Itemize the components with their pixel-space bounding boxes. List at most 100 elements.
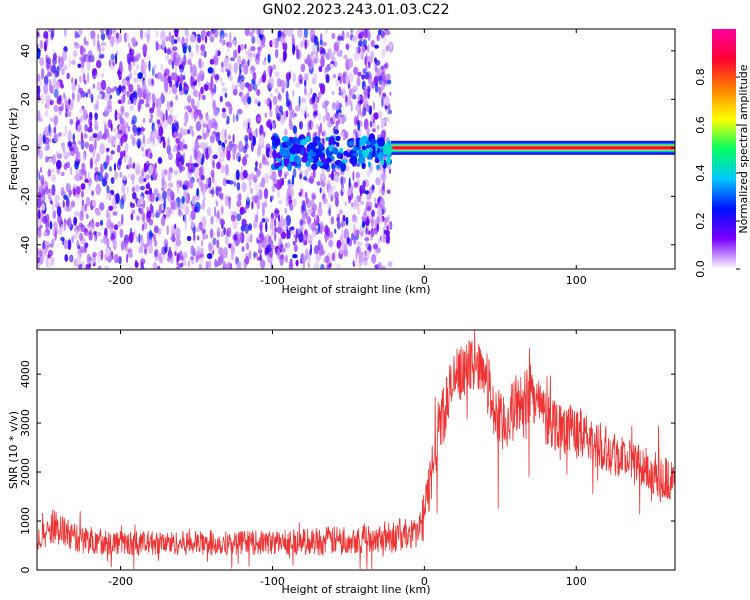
noise-blob [242,119,248,130]
noise-blob [352,36,358,42]
noise-blob [152,211,155,219]
noise-blob [70,59,76,65]
noise-blob [183,214,188,225]
noise-blob [284,207,287,215]
noise-blob [300,97,307,104]
noise-blob [60,236,65,242]
noise-blob [297,227,302,235]
noise-blob [309,249,312,256]
noise-blob [237,82,241,87]
noise-blob [138,233,141,244]
noise-blob [51,154,57,165]
noise-blob [336,216,340,223]
noise-blob [293,234,296,238]
noise-blob [345,165,350,172]
noise-blob [67,217,72,229]
noise-blob [40,67,45,80]
noise-blob [374,44,379,49]
noise-blob [306,216,312,225]
noise-blob [355,171,360,179]
noise-blob [387,109,393,115]
noise-blob [285,214,291,227]
noise-blob [181,130,185,135]
noise-blob [229,57,236,62]
noise-blob [99,93,102,100]
noise-blob [374,83,379,93]
spectrogram-y-axis-label: Frequency (Hz) [7,108,20,191]
noise-blob [37,31,40,38]
noise-blob [196,135,202,140]
noise-blob [80,190,84,198]
noise-blob [88,117,91,126]
noise-blob [175,227,181,237]
noise-blob [352,94,357,100]
noise-blob [82,109,88,121]
noise-blob [200,67,204,75]
noise-blob [307,234,313,242]
noise-blob [307,262,310,269]
noise-blob [325,29,328,34]
noise-blob [120,95,125,105]
noise-blob [269,92,273,98]
noise-blob [330,216,335,225]
noise-blob [200,174,205,181]
noise-blob [188,125,193,131]
noise-blob [363,85,369,90]
noise-blob [45,156,49,163]
noise-blob [272,64,277,70]
noise-blob [171,83,178,95]
noise-blob [88,135,94,142]
noise-blob [106,185,110,194]
noise-blob [208,31,214,42]
noise-blob [257,80,260,86]
noise-blob [178,209,182,215]
noise-blob [387,261,393,268]
noise-blob [196,99,200,109]
noise-blob [278,105,283,113]
noise-blob [260,259,266,269]
noise-blob [94,237,97,242]
noise-blob [220,35,224,46]
noise-blob [134,56,139,62]
noise-blob [348,83,351,88]
noise-blob [109,154,113,161]
noise-blob [331,170,334,181]
noise-blob [193,231,196,242]
noise-blob [382,92,387,98]
noise-blob [99,29,105,35]
noise-blob [151,78,154,86]
noise-blob [358,33,362,39]
noise-blob [131,136,136,147]
noise-blob [207,67,214,74]
noise-blob [202,217,206,229]
noise-blob [51,29,55,39]
y-tick-label: -20 [19,187,32,205]
noise-blob [310,172,314,179]
noise-blob [155,196,159,202]
noise-blob [160,216,166,227]
noise-blob [276,189,280,199]
noise-blob [138,207,144,215]
noise-blob [377,261,383,269]
noise-blob [281,231,287,240]
noise-blob [170,225,176,235]
noise-blob [201,94,206,101]
noise-blob [51,174,56,183]
noise-blob [124,240,128,252]
noise-blob [79,107,84,114]
noise-blob [93,103,98,111]
noise-blob [304,169,309,178]
noise-blob [284,42,288,52]
noise-blob [367,44,370,53]
emerging-blob [347,140,355,147]
noise-blob [102,234,107,245]
noise-blob [299,120,303,130]
noise-blob [141,168,145,177]
noise-blob [177,183,180,194]
emerging-blob [345,152,353,158]
noise-blob [188,163,192,170]
noise-blob [225,68,229,73]
noise-blob [366,104,370,113]
noise-blob [165,208,168,215]
noise-blob [291,174,295,186]
